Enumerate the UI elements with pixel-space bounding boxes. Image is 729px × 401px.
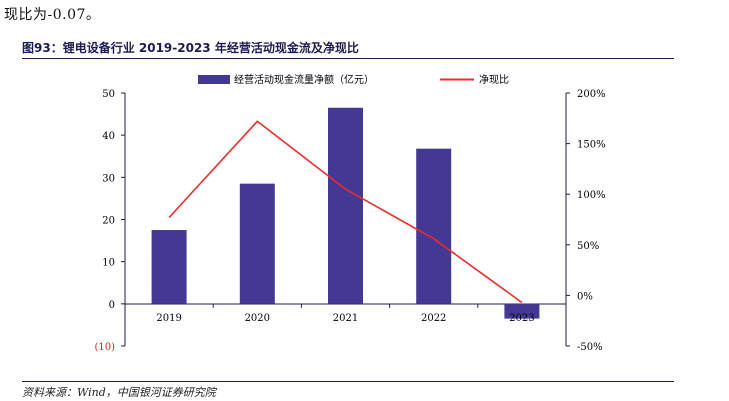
left-tick-label: 40 xyxy=(102,131,115,142)
right-tick-label: 150% xyxy=(577,140,606,151)
title-rule xyxy=(22,58,674,59)
figure-title: 图93：锂电设备行业 2019-2023 年经营活动现金流及净现比 xyxy=(22,41,359,55)
legend-bar-label: 经营活动现金流量净额（亿元） xyxy=(234,73,374,86)
x-tick-label: 2023 xyxy=(509,313,534,324)
source-note: 资料来源：Wind，中国银河证券研究院 xyxy=(22,386,216,399)
right-axis-ticks: 200% 150% 100% 50% 0% -50% xyxy=(566,89,606,353)
bar xyxy=(239,183,275,304)
left-tick-label: 10 xyxy=(102,258,115,269)
x-tick-label: 2019 xyxy=(156,313,181,324)
chart: 经营活动现金流量净额（亿元） 净现比 50 40 30 20 10 0 (10) 200% 1… xyxy=(94,73,606,353)
bar xyxy=(416,148,452,304)
right-tick-label: 100% xyxy=(577,190,606,201)
right-tick-label: 0% xyxy=(577,291,593,302)
legend-bar-swatch xyxy=(198,75,230,84)
left-tick-label: 30 xyxy=(102,173,115,184)
left-axis-ticks: 50 40 30 20 10 0 (10) xyxy=(94,89,125,353)
legend-line-label: 净现比 xyxy=(479,73,509,86)
intro-text: 现比为-0.07。 xyxy=(4,7,101,23)
ratio-line xyxy=(168,120,523,304)
x-tick-label: 2022 xyxy=(421,313,446,324)
left-tick-label: 50 xyxy=(102,89,115,100)
right-tick-label: -50% xyxy=(577,342,603,353)
left-tick-label: 0 xyxy=(109,300,115,311)
source-rule xyxy=(22,381,674,382)
x-tick-label: 2020 xyxy=(245,313,270,324)
left-tick-label: (10) xyxy=(94,342,115,353)
bar xyxy=(504,303,540,319)
right-tick-label: 50% xyxy=(577,241,599,252)
x-axis-labels: 2019 2020 2021 2022 2023 xyxy=(156,303,535,324)
bar xyxy=(151,230,187,304)
right-tick-label: 200% xyxy=(577,89,606,100)
x-tick-label: 2021 xyxy=(333,313,358,324)
left-tick-label: 20 xyxy=(102,216,115,227)
bar-series xyxy=(151,107,540,319)
chart-legend: 经营活动现金流量净额（亿元） 净现比 xyxy=(198,73,509,86)
bar xyxy=(328,107,363,304)
